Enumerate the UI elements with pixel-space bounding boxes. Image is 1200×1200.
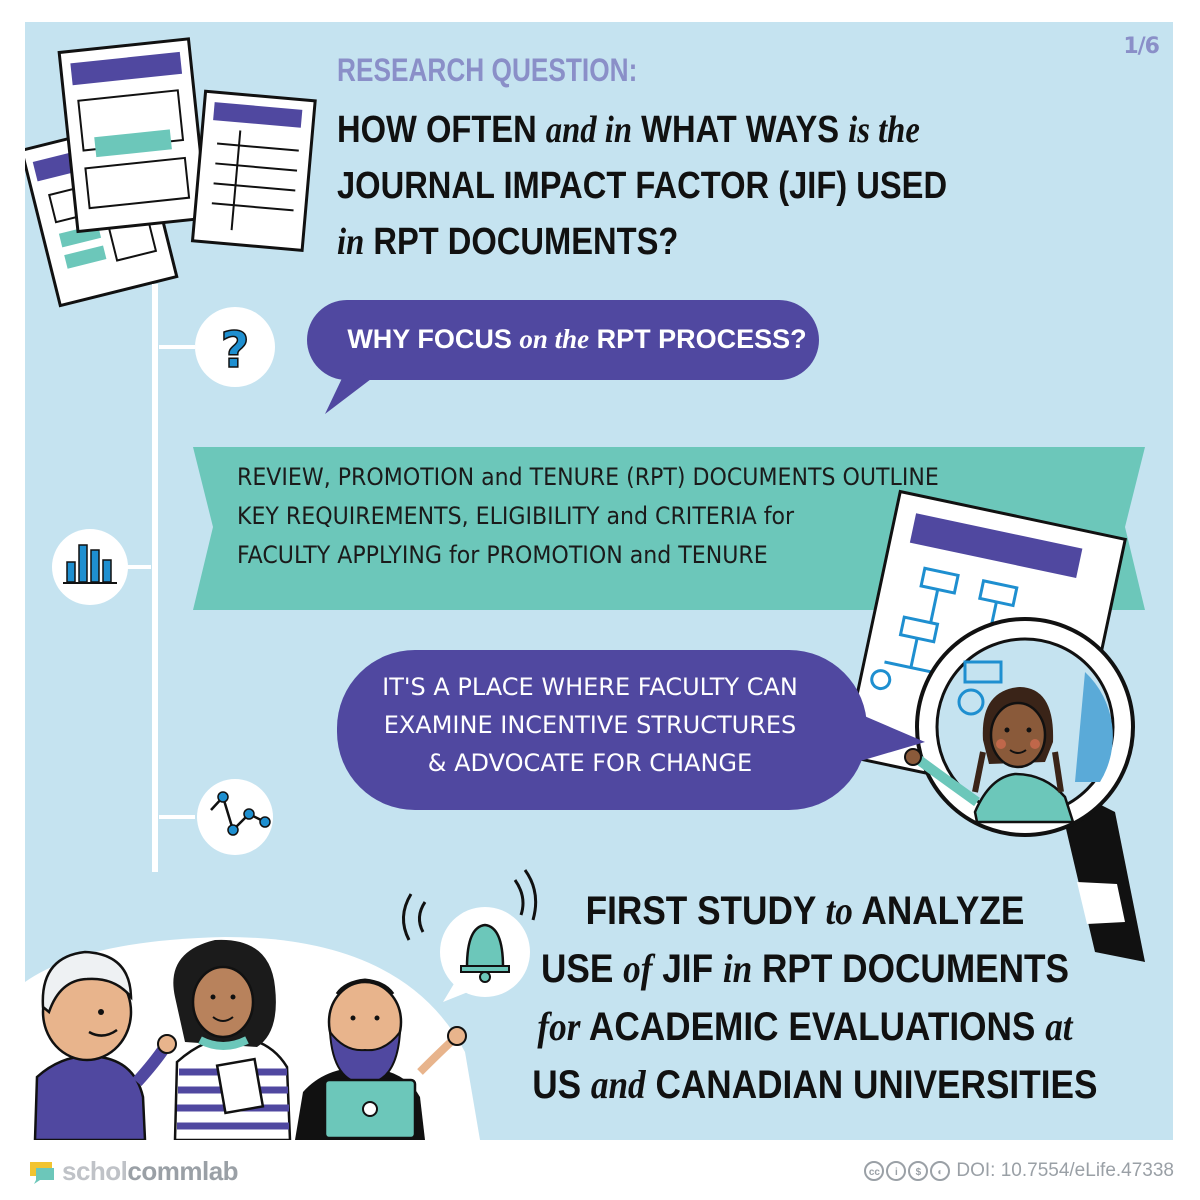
- first-line-3: for ACADEMIC EVALUATIONS at: [532, 998, 1078, 1056]
- speech-logo-icon: [30, 1160, 54, 1184]
- place-for-change-text: IT'S A PLACE WHERE FACULTY CAN EXAMINE I…: [355, 668, 825, 782]
- svg-text:?: ?: [220, 321, 249, 379]
- place-line-2: EXAMINE INCENTIVE STRUCTURES: [383, 711, 797, 739]
- first-text: ACADEMIC EVALUATIONS: [580, 1005, 1046, 1049]
- person-curly-hair: [173, 939, 292, 1140]
- brand-logo[interactable]: scholcommlab: [30, 1156, 239, 1187]
- creative-commons-icon: cc i $ ◐: [864, 1161, 951, 1181]
- headline-line-3: in RPT DOCUMENTS?: [337, 214, 991, 270]
- first-text: US: [532, 1063, 591, 1107]
- first-line-2: USE of JIF in RPT DOCUMENTS: [532, 940, 1078, 998]
- why-text: RPT PROCESS?: [589, 324, 807, 354]
- banner-line-3: FACULTY APPLYING for PROMOTION and TENUR…: [237, 541, 768, 569]
- first-text: CANADIAN UNIVERSITIES: [645, 1063, 1098, 1107]
- banner-line-1: REVIEW, PROMOTION and TENURE (RPT) DOCUM…: [237, 463, 939, 491]
- headline-text: WHAT WAYS: [632, 109, 849, 151]
- first-text: JIF: [652, 947, 723, 991]
- headline-connector: in: [337, 221, 365, 263]
- first-study-statement: FIRST STUDY to ANALYZE USE of JIF in RPT…: [532, 882, 1097, 1114]
- headline-line-1: HOW OFTEN and in WHAT WAYS is the: [337, 102, 991, 158]
- headline-connector: is the: [848, 109, 920, 151]
- first-text: FIRST STUDY: [585, 889, 826, 933]
- brand-part-1: schol: [62, 1156, 128, 1186]
- bell-icon: [402, 869, 538, 1002]
- place-line-3: & ADVOCATE FOR CHANGE: [427, 749, 753, 777]
- person-gray-hair: [33, 950, 177, 1140]
- rpt-definition-text: REVIEW, PROMOTION and TENURE (RPT) DOCUM…: [237, 458, 1010, 575]
- first-text: USE: [540, 947, 624, 991]
- brand-part-2: commlab: [127, 1156, 239, 1186]
- headline-connector: and in: [545, 109, 633, 151]
- documents-illustration: [25, 37, 317, 308]
- license-info: cc i $ ◐ DOI: 10.7554/eLife.47338: [864, 1160, 1174, 1182]
- question-mark-icon: ?: [195, 307, 275, 387]
- brand-name: scholcommlab: [62, 1156, 239, 1187]
- first-text: RPT DOCUMENTS: [752, 947, 1070, 991]
- place-line-1: IT'S A PLACE WHERE FACULTY CAN: [382, 673, 798, 701]
- headline-text: HOW OFTEN: [337, 109, 546, 151]
- headline-text: RPT DOCUMENTS?: [364, 221, 679, 263]
- first-connector: at: [1045, 1004, 1073, 1049]
- why-speech-bubble: [307, 300, 819, 414]
- page-number: 1/6: [1123, 34, 1160, 59]
- first-connector: of: [623, 946, 653, 991]
- first-connector: in: [722, 946, 753, 991]
- first-connector: to: [825, 888, 853, 933]
- magnifying-glass-icon: [904, 617, 1145, 962]
- why-focus-text: WHY FOCUS on the RPT PROCESS?: [337, 324, 817, 355]
- why-text: WHY FOCUS: [347, 324, 520, 354]
- doi-text[interactable]: DOI: 10.7554/eLife.47338: [956, 1160, 1174, 1181]
- illustration-layer: ?: [25, 37, 1145, 1140]
- first-connector: for: [537, 1004, 581, 1049]
- first-text: ANALYZE: [852, 889, 1025, 933]
- why-connector: on the: [519, 324, 590, 354]
- research-question-label: RESEARCH QUESTION:: [337, 52, 638, 88]
- network-graph-icon: [197, 779, 273, 855]
- banner-line-2: KEY REQUIREMENTS, ELIGIBILITY and CRITER…: [237, 502, 795, 530]
- headline-line-2: JOURNAL IMPACT FACTOR (JIF) USED: [337, 165, 948, 207]
- first-connector: and: [590, 1062, 646, 1107]
- place-speech-bubble: [337, 650, 925, 810]
- first-line-4: US and CANADIAN UNIVERSITIES: [532, 1056, 1097, 1114]
- research-question-headline: HOW OFTEN and in WHAT WAYS is the JOURNA…: [337, 102, 991, 270]
- first-line-1: FIRST STUDY to ANALYZE: [532, 882, 1078, 940]
- infographic-panel: ?: [25, 22, 1173, 1140]
- person-bearded: [295, 978, 467, 1140]
- bar-chart-icon: [52, 529, 128, 605]
